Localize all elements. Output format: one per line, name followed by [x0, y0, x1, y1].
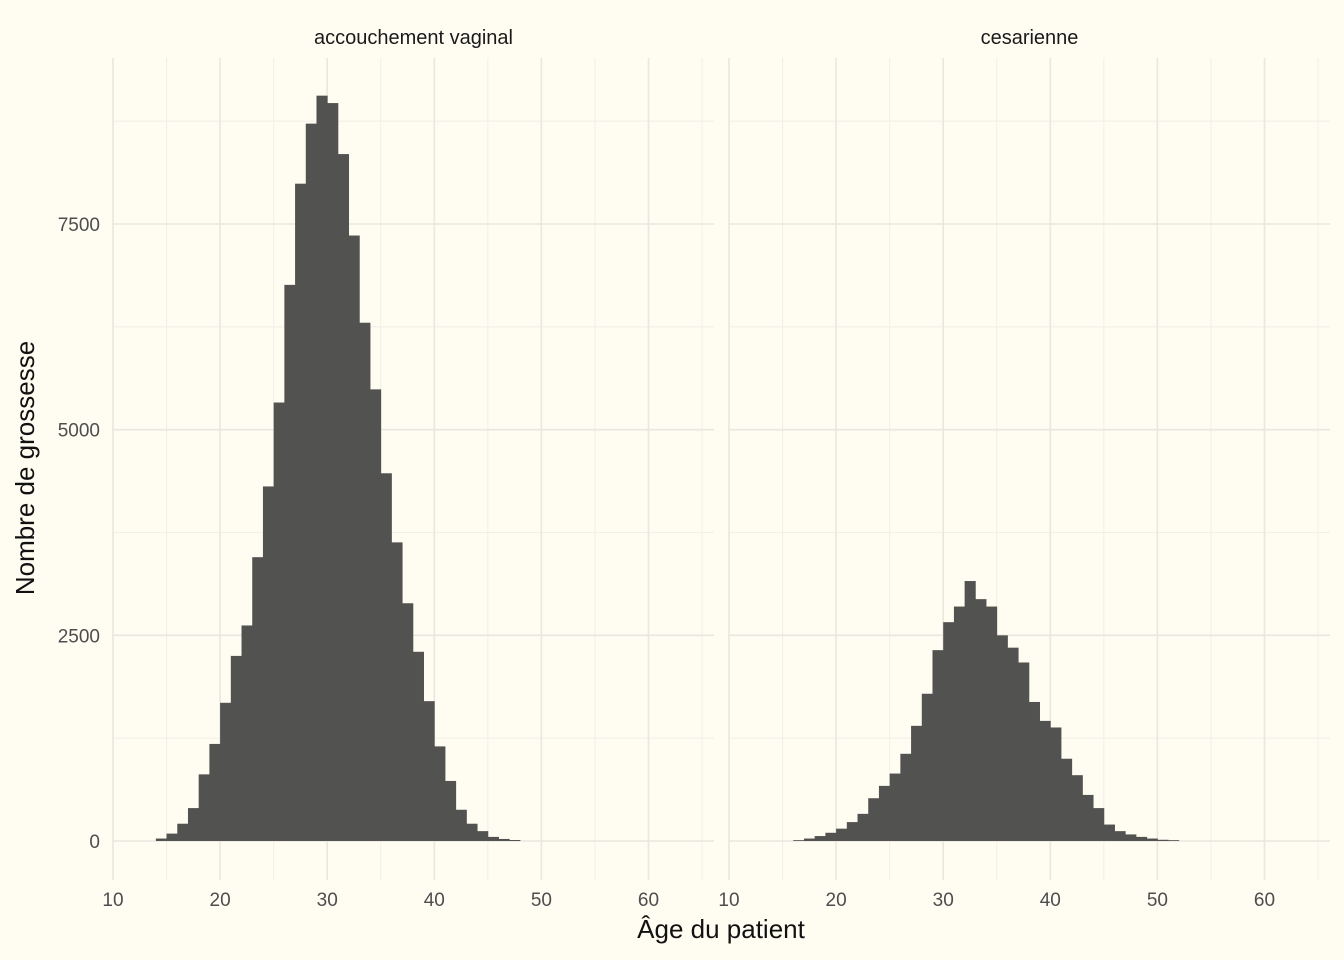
histogram-bar [455, 809, 467, 841]
x-tick-label: 20 [210, 890, 231, 911]
histogram-bar [348, 235, 360, 841]
histogram-bar [836, 828, 848, 841]
histogram-bar [487, 836, 499, 841]
x-tick-label: 50 [1147, 890, 1168, 911]
histogram-bar [187, 808, 200, 841]
facet-panel-2: cesarienne 10 20 30 40 50 60 [718, 27, 1330, 911]
histogram-bar [857, 813, 869, 841]
histogram-bar [295, 183, 307, 841]
histogram-bar [359, 322, 371, 842]
histogram-bar [466, 823, 478, 841]
histogram-bar [380, 473, 392, 841]
histogram-bar [1093, 808, 1105, 841]
x-axis-title: Âge du patient [637, 914, 805, 944]
histogram-bar [241, 625, 253, 841]
histogram-bar [391, 542, 403, 841]
x-tick-label: 30 [933, 890, 954, 911]
histogram-bar [155, 838, 167, 841]
histogram-bar [316, 95, 328, 841]
histogram-bar [889, 773, 901, 841]
histogram-bar [402, 603, 414, 841]
histogram-bar [477, 831, 489, 841]
histogram-bar [284, 284, 296, 841]
histogram-bar [1061, 758, 1073, 841]
y-tick-label: 7500 [58, 215, 100, 236]
histogram-bar [498, 838, 510, 841]
x-tick-label: 20 [826, 890, 847, 911]
x-tick-label: 60 [1254, 890, 1275, 911]
histogram-bar [198, 774, 210, 841]
histogram-bar [252, 557, 264, 841]
histogram-bar [878, 785, 891, 841]
histogram-bar [412, 651, 424, 841]
histogram-bar [327, 103, 339, 841]
histogram-bar [868, 798, 880, 841]
histogram-bar [932, 650, 944, 841]
y-tick-label: 0 [89, 832, 100, 853]
histogram-bar [445, 780, 457, 841]
facet-strip-label: cesarienne [981, 27, 1079, 49]
histogram-bar [1146, 838, 1158, 841]
histogram-bar [921, 693, 933, 841]
histogram-bar [943, 622, 955, 841]
histogram-bar [1039, 720, 1051, 841]
x-tick-label: 60 [638, 890, 659, 911]
histogram-bar [509, 840, 521, 841]
x-tick-label: 10 [102, 890, 123, 911]
histogram-bar [911, 725, 923, 841]
histogram-bar [220, 702, 232, 841]
histogram-bar [423, 701, 435, 841]
histogram-bar [434, 746, 446, 841]
histogram-bar [1103, 824, 1115, 841]
histogram-bar [305, 123, 317, 841]
y-tick-label: 2500 [58, 626, 100, 647]
histogram-bar [825, 832, 837, 841]
histogram-bar [996, 635, 1008, 841]
histogram-bar [1050, 727, 1062, 841]
x-tick-label: 10 [718, 890, 739, 911]
histogram-bar [964, 581, 976, 841]
histogram-bar [1114, 831, 1126, 841]
facet-strip-label: accouchement vaginal [314, 27, 513, 49]
histogram-bar [230, 655, 242, 841]
histogram-bar [262, 486, 275, 841]
histogram-bar [900, 753, 912, 841]
histogram-bar [846, 822, 858, 841]
histogram-bar [814, 836, 826, 841]
histogram-bar [1168, 840, 1180, 841]
histogram-bar [1028, 701, 1040, 841]
histogram-bar [1157, 839, 1169, 841]
histogram-bar [177, 823, 189, 841]
histogram-bar [209, 743, 221, 841]
histogram-bar [1018, 662, 1030, 841]
histogram-bar [793, 840, 805, 841]
x-tick-label: 50 [531, 890, 552, 911]
facet-panel-1: accouchement vaginal 10 20 30 40 50 60 [102, 27, 714, 911]
histogram-bar [1007, 647, 1019, 841]
histogram-bar [803, 838, 816, 841]
y-axis-title: Nombre de grossesse [10, 341, 40, 595]
histogram-bar [337, 154, 350, 841]
histogram-bar [273, 402, 285, 841]
histogram-bar [1071, 775, 1083, 841]
x-tick-label: 40 [424, 890, 445, 911]
histogram-bar [975, 599, 987, 841]
histogram-bar [953, 606, 966, 841]
histogram-bar [1135, 836, 1148, 841]
y-tick-label: 5000 [58, 421, 100, 442]
histogram-bar [370, 389, 382, 841]
x-tick-label: 40 [1040, 890, 1061, 911]
histogram-bar [1125, 834, 1137, 841]
histogram-bar [166, 833, 178, 841]
x-tick-label: 30 [317, 890, 338, 911]
histogram-bar [1082, 794, 1094, 841]
histogram-bar [986, 606, 998, 841]
